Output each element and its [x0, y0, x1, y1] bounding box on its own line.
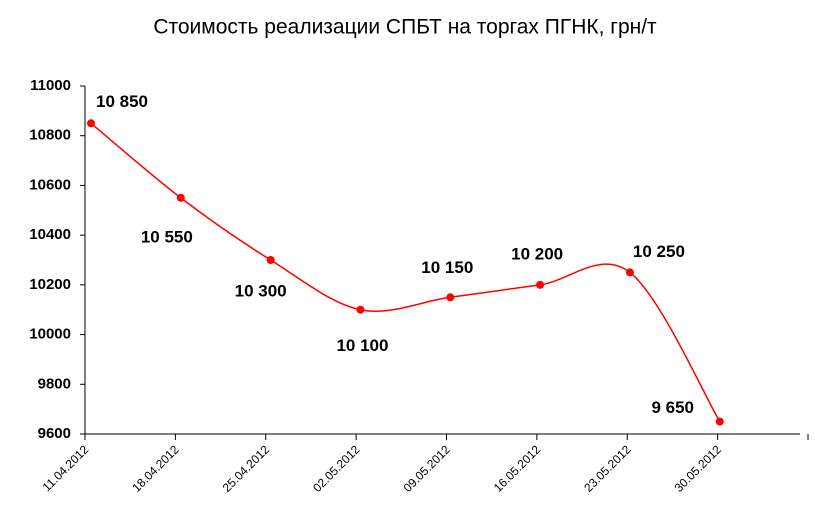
x-tick-label: 02.05.2012 — [310, 442, 363, 495]
y-tick-label: 10000 — [29, 326, 71, 343]
data-label: 10 200 — [511, 244, 563, 263]
point — [715, 417, 724, 426]
data-label: 10 100 — [336, 336, 388, 355]
x-tick-label: 16.05.2012 — [491, 442, 544, 495]
point — [266, 256, 275, 264]
x-tick-label: 11.04.2012 — [40, 442, 92, 494]
data-label: 10 850 — [96, 92, 148, 111]
y-tick-label: 11000 — [30, 77, 71, 94]
y-tick-label: 10200 — [29, 276, 71, 293]
x-tick-label: 23.05.2012 — [581, 442, 634, 495]
point — [176, 193, 185, 202]
x-tick-label: 30.05.2012 — [672, 442, 725, 495]
x-tick-label: 09.05.2012 — [400, 442, 453, 495]
point — [446, 293, 455, 302]
data-label: 9 650 — [651, 398, 694, 417]
data-label: 10 250 — [633, 242, 685, 261]
point — [536, 280, 545, 289]
point — [625, 268, 634, 277]
y-tick-label: 9600 — [38, 425, 71, 442]
data-label: 10 550 — [141, 227, 193, 246]
x-tick-label: 18.04.2012 — [129, 442, 182, 495]
x-tick-label: 25.04.2012 — [220, 442, 273, 495]
y-tick-label: 10400 — [29, 226, 71, 243]
point — [356, 305, 365, 314]
data-label: 10 300 — [235, 281, 287, 300]
chart-title: Стоимость реализации СПБТ на торгах ПГНК… — [153, 16, 657, 39]
point — [87, 119, 95, 128]
line — [90, 122, 721, 422]
y-tick-label: 9800 — [38, 375, 71, 392]
y-tick-label: 10800 — [29, 127, 71, 144]
y-tick-label: 10600 — [29, 176, 71, 193]
data-label: 10 150 — [421, 258, 473, 277]
